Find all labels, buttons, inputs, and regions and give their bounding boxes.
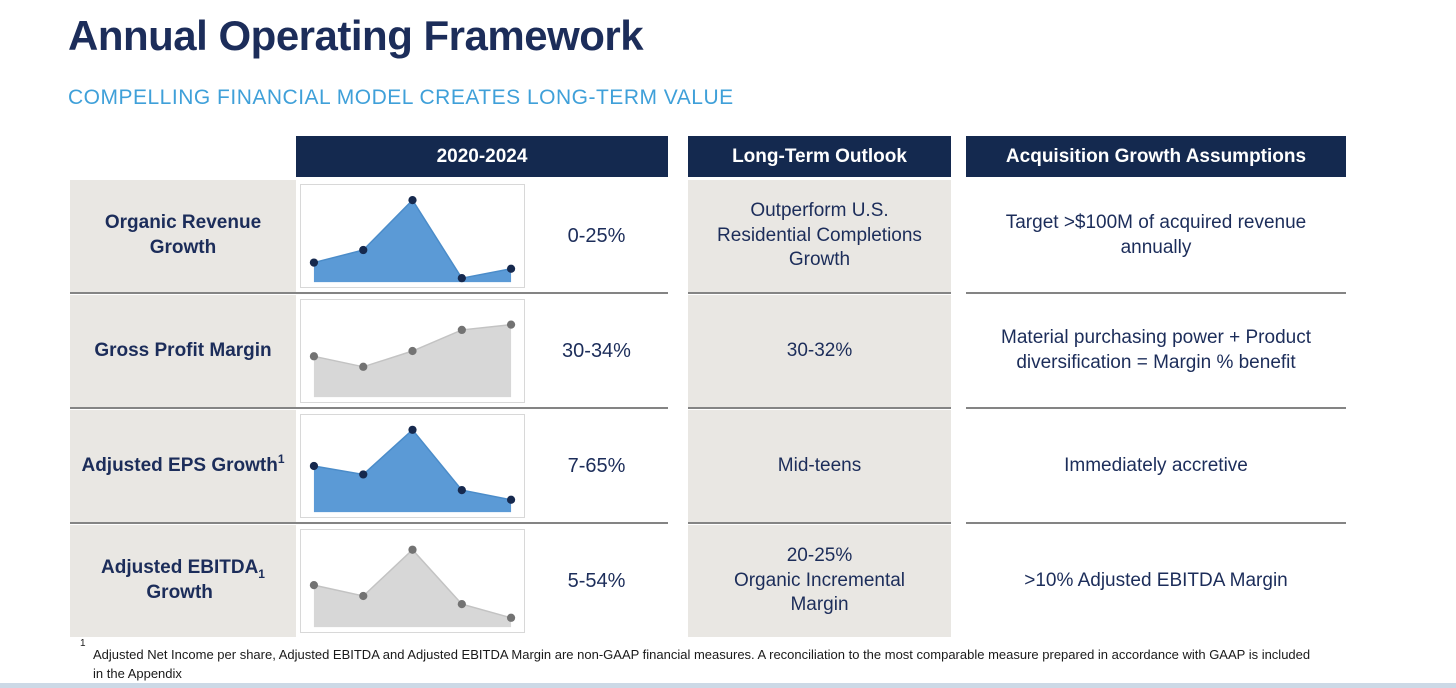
range-value: 30-34%: [562, 339, 631, 362]
row-divider: [70, 407, 668, 409]
row-divider: [966, 522, 1346, 524]
range-value: 5-54%: [567, 569, 626, 592]
footnote: 1 Adjusted Net Income per share, Adjuste…: [80, 639, 1320, 684]
column-header-outlook: Long-Term Outlook: [688, 136, 951, 177]
range-value: 7-65%: [567, 454, 626, 477]
row-divider: [966, 292, 1346, 294]
metric-label-adjusted-eps-growth: Adjusted EPS Growth 1: [70, 410, 296, 522]
acquisition-assumptions-column: Target >$100M of acquired revenue annual…: [966, 180, 1346, 637]
sparkline-chart-gross-profit-margin: [300, 299, 525, 403]
row-divider: [688, 407, 951, 409]
metric-label-gross-profit-margin: Gross Profit Margin: [70, 295, 296, 407]
range-value: 0-25%: [567, 224, 626, 247]
row-divider: [70, 522, 668, 524]
slide-subtitle: COMPELLING FINANCIAL MODEL CREATES LONG-…: [68, 86, 734, 109]
sparkline-chart-adjusted-eps-growth: [300, 414, 525, 518]
row-divider: [966, 407, 1346, 409]
metric-label-organic-revenue-growth: Organic Revenue Growth: [70, 180, 296, 292]
period-chart-column: 0-25% 30-34% 7-65% 5-54%: [298, 180, 668, 637]
row-divider: [688, 522, 951, 524]
column-header-period: 2020-2024: [296, 136, 668, 177]
metric-label-text: Adjusted EPS Growth: [81, 454, 278, 476]
table-row-chart-cell: 7-65%: [298, 410, 668, 522]
row-divider: [70, 292, 668, 294]
acquisition-value: Material purchasing power + Product dive…: [966, 295, 1346, 407]
acquisition-value: >10% Adjusted EBITDA Margin: [966, 525, 1346, 637]
long-term-outlook-column: Outperform U.S. Residential Completions …: [688, 180, 951, 637]
table-row-chart-cell: 5-54%: [298, 525, 668, 637]
metric-label-text: Gross Profit Margin: [94, 339, 272, 361]
footnote-text: Adjusted Net Income per share, Adjusted …: [93, 647, 1311, 681]
table-row-chart-cell: 30-34%: [298, 295, 668, 407]
metric-label-text: Adjusted EBITDA Growth: [101, 557, 259, 603]
outlook-value: 30-32%: [688, 295, 951, 407]
acquisition-value: Immediately accretive: [966, 410, 1346, 522]
column-header-acquisition: Acquisition Growth Assumptions: [966, 136, 1346, 177]
bottom-accent-bar: [0, 683, 1456, 688]
metric-label-adjusted-ebitda-growth: Adjusted EBITDA Growth 1: [70, 525, 296, 637]
outlook-value: 20-25% Organic Incremental Margin: [688, 525, 951, 637]
metric-label-text: Organic Revenue Growth: [104, 212, 262, 258]
sparkline-chart-organic-revenue: [300, 184, 525, 288]
metric-label-column: Organic Revenue Growth Gross Profit Marg…: [70, 180, 296, 637]
outlook-value: Mid-teens: [688, 410, 951, 522]
acquisition-value: Target >$100M of acquired revenue annual…: [966, 180, 1346, 292]
table-row-chart-cell: 0-25%: [298, 180, 668, 292]
page-title: Annual Operating Framework: [68, 12, 644, 59]
row-divider: [688, 292, 951, 294]
outlook-value: Outperform U.S. Residential Completions …: [688, 180, 951, 292]
sparkline-chart-adjusted-ebitda-growth: [300, 529, 525, 633]
